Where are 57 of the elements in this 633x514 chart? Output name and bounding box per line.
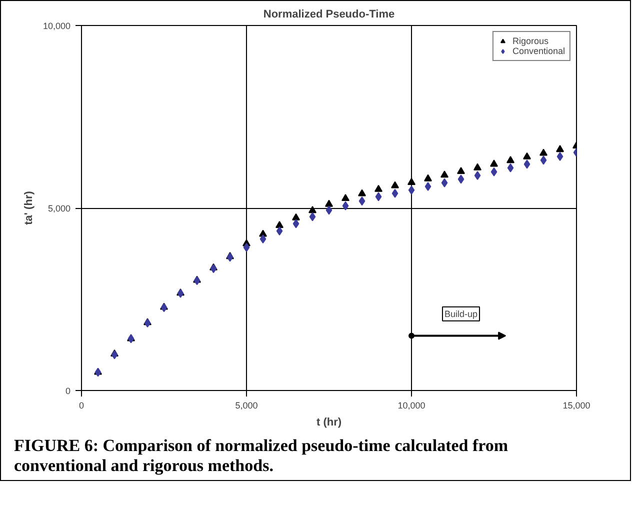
point — [276, 220, 284, 228]
point — [524, 160, 530, 169]
point — [194, 276, 200, 286]
point — [490, 160, 498, 167]
point — [260, 234, 266, 244]
legend-label: Rigorous — [512, 36, 548, 46]
y-tick-label: 5,000 — [48, 204, 71, 214]
point — [292, 219, 300, 228]
x-tick-label: 5,000 — [235, 400, 258, 410]
point — [342, 201, 349, 210]
point — [292, 213, 300, 220]
point — [308, 206, 316, 214]
point — [391, 181, 399, 188]
x-tick-label: 0 — [78, 400, 84, 410]
point — [457, 166, 465, 174]
point — [408, 178, 416, 185]
point — [540, 148, 548, 156]
point — [375, 192, 382, 202]
point — [506, 156, 514, 164]
point — [441, 178, 448, 188]
point — [408, 186, 415, 195]
legend-label: Conventional — [512, 46, 565, 56]
point — [309, 212, 316, 222]
point — [276, 226, 283, 236]
point — [358, 196, 366, 206]
point — [474, 163, 482, 170]
x-axis-title: t (hr) — [316, 416, 342, 428]
point — [540, 156, 547, 165]
caption: FIGURE 6: Comparison of normalized pseudo-time calculated from conventional and rigorous methods. — [14, 436, 510, 476]
point — [111, 350, 118, 360]
y-tick-label: 0 — [65, 386, 71, 396]
point — [424, 174, 432, 182]
point — [210, 264, 217, 274]
y-axis-title: ta' (hr) — [22, 190, 35, 225]
point — [523, 152, 531, 160]
chart-title: Normalized Pseudo-Time — [263, 8, 395, 20]
point — [160, 303, 168, 312]
point — [374, 184, 382, 192]
point — [556, 152, 564, 162]
point — [342, 194, 350, 202]
annotation: Build-up — [444, 308, 478, 319]
point — [440, 170, 448, 178]
point — [556, 145, 564, 152]
point — [458, 174, 464, 184]
point — [243, 242, 250, 252]
point — [392, 188, 398, 198]
point — [325, 200, 333, 207]
point — [424, 182, 432, 191]
x-tick-label: 15,000 — [562, 400, 590, 410]
point — [474, 171, 481, 180]
point — [226, 252, 234, 262]
point — [490, 167, 498, 176]
point — [507, 163, 514, 172]
y-tick-label: 10,000 — [42, 21, 71, 31]
x-tick-label: 10,000 — [398, 400, 426, 410]
point — [326, 206, 332, 215]
point — [358, 189, 366, 196]
